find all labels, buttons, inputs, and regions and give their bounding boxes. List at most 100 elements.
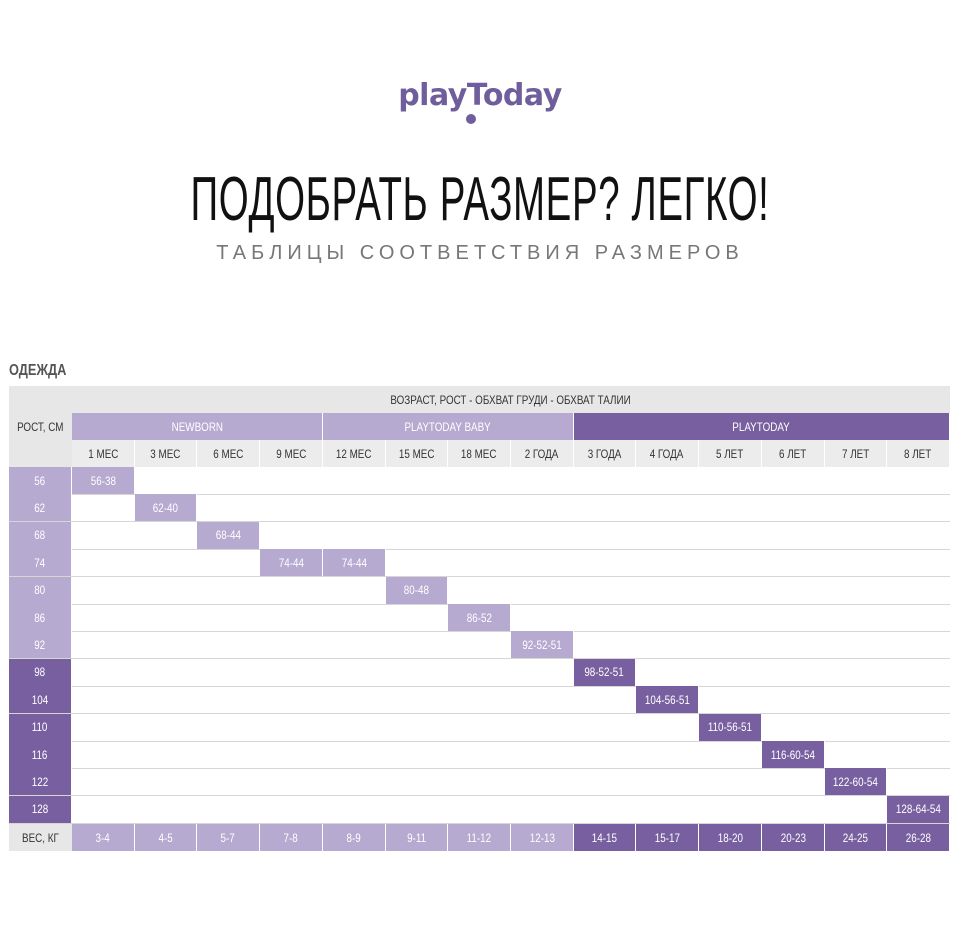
age-header-cell-text: 6 МЕС <box>212 446 244 461</box>
age-header-cell: 9 МЕС <box>260 440 323 467</box>
age-header-cell: 7 ЛЕТ <box>825 440 887 467</box>
top-header-text: ВОЗРАСТ, РОСТ - ОБХВАТ ГРУДИ - ОБХВАТ ТА… <box>390 392 632 407</box>
size-value-cell: 56-38 <box>72 467 135 494</box>
group-header-cell: PLAYTODAY <box>574 413 950 440</box>
weight-cell: 5-7 <box>197 824 260 851</box>
section-title: ОДЕЖДА <box>9 362 67 379</box>
top-header-cell: ВОЗРАСТ, РОСТ - ОБХВАТ ГРУДИ - ОБХВАТ ТА… <box>72 386 950 413</box>
size-value-cell-text: 128-64-54 <box>895 802 941 817</box>
weight-cell: 8-9 <box>323 824 386 851</box>
age-header-cell: 8 ЛЕТ <box>887 440 950 467</box>
height-cell-text: 110 <box>32 720 48 735</box>
height-cell: 56 <box>9 467 72 494</box>
group-header-cell: NEWBORN <box>72 413 323 440</box>
table-row: 56 56-38 <box>9 467 950 495</box>
weight-cell-text: 26-28 <box>905 830 931 845</box>
age-header-cell: 4 ГОДА <box>636 440 699 467</box>
height-cell-text: 116 <box>32 747 48 762</box>
height-cell-text: 104 <box>31 692 49 707</box>
table-row: 62 62-40 <box>9 494 950 523</box>
height-cell: 86 <box>9 604 72 631</box>
size-value-cell-text: 92-52-51 <box>522 637 562 652</box>
group-header-cell: PLAYTODAY BABY <box>323 413 574 440</box>
page-headline: ПОДОБРАТЬ РАЗМЕР? ЛЕГКО! <box>190 165 770 234</box>
height-cell-text: 74 <box>34 555 46 570</box>
height-label: РОСТ, СМ <box>17 419 64 434</box>
weight-cell: 7-8 <box>260 824 323 851</box>
age-header-cell-text: 8 ЛЕТ <box>904 446 932 461</box>
table-row: 128 128-64-54 <box>9 795 950 824</box>
height-cell-text: 86 <box>34 610 46 625</box>
age-header-cell-text: 3 МЕС <box>150 446 181 461</box>
size-value-cell: 74-44 <box>260 549 323 577</box>
height-cell: 110 <box>9 713 72 741</box>
weight-cell-text: 20-23 <box>780 830 806 845</box>
weight-cell: 15-17 <box>636 824 699 851</box>
size-value-cell-text: 56-38 <box>90 473 116 488</box>
table-top-header-row: РОСТ, СМ ВОЗРАСТ, РОСТ - ОБХВАТ ГРУДИ - … <box>9 386 950 467</box>
age-header-cell-text: 9 МЕС <box>275 446 307 461</box>
size-value-cell-text: 104-56-51 <box>644 692 690 707</box>
weight-cell-text: 4-5 <box>158 830 173 845</box>
size-value-cell-text: 116-60-54 <box>770 747 816 762</box>
height-cell: 80 <box>9 576 72 604</box>
size-value-cell: 74-44 <box>323 549 386 577</box>
age-header-cell-text: 6 ЛЕТ <box>779 446 807 461</box>
table-row: 122 122-60-54 <box>9 768 950 797</box>
size-value-cell-text: 62-40 <box>152 500 179 515</box>
age-header-cell: 18 МЕС <box>448 440 511 467</box>
size-value-cell: 116-60-54 <box>762 741 825 768</box>
age-header-cell-text: 18 МЕС <box>461 446 497 461</box>
size-value-cell-text: 68-44 <box>215 528 241 543</box>
table-row: 86 86-52 <box>9 604 950 632</box>
height-label-cell: РОСТ, СМ <box>9 386 72 467</box>
height-cell-text: 56 <box>34 473 46 488</box>
size-value-cell-text: 86-52 <box>466 610 492 625</box>
size-value-cell: 122-60-54 <box>825 768 887 796</box>
table-row: 80 80-48 <box>9 576 950 605</box>
table-row: 104 104-56-51 <box>9 686 950 715</box>
size-value-cell: 68-44 <box>197 521 260 549</box>
size-value-cell: 110-56-51 <box>699 713 762 741</box>
table-row: 92 92-52-51 <box>9 631 950 660</box>
weight-cell: 11-12 <box>448 824 511 851</box>
age-header-cell-text: 12 МЕС <box>336 446 372 461</box>
weight-label: ВЕС, КГ <box>22 830 59 845</box>
height-cell: 92 <box>9 631 72 659</box>
size-value-cell-text: 110-56-51 <box>707 720 753 735</box>
table-weight-row: ВЕС, КГ 3-4 4-5 5-7 7-8 8-9 9-11 11-12 12-13 14-… <box>9 824 950 851</box>
age-header-cell: 6 ЛЕТ <box>762 440 825 467</box>
weight-cell: 9-11 <box>386 824 448 851</box>
age-header-cell-text: 3 ГОДА <box>587 446 622 461</box>
table-group-row: NEWBORN PLAYTODAY BABY PLAYTODAY <box>9 413 950 440</box>
size-value-cell: 86-52 <box>448 604 511 631</box>
size-value-cell: 80-48 <box>386 576 448 604</box>
group-header-cell-text: PLAYTODAY <box>732 419 791 434</box>
table-row: 110 110-56-51 <box>9 713 950 742</box>
height-cell-text: 68 <box>34 528 46 543</box>
weight-cell: 12-13 <box>511 824 574 851</box>
table-row: 74 74-44 74-44 <box>9 549 950 578</box>
height-cell-text: 62 <box>34 500 46 515</box>
height-cell: 128 <box>9 795 72 823</box>
age-header-cell-text: 15 МЕС <box>398 446 435 461</box>
age-header-cell-text: 7 ЛЕТ <box>841 446 870 461</box>
weight-cell: 14-15 <box>574 824 636 851</box>
age-header-cell: 2 ГОДА <box>511 440 574 467</box>
age-header-cell: 15 МЕС <box>386 440 448 467</box>
weight-cell: 26-28 <box>887 824 950 851</box>
weight-cell-text: 8-9 <box>346 830 362 845</box>
size-value-cell: 92-52-51 <box>511 631 574 659</box>
brand-logo: playToday <box>398 78 562 113</box>
weight-cell-text: 11-12 <box>466 830 492 845</box>
group-header-cell-text: PLAYTODAY BABY <box>404 419 492 434</box>
size-value-cell-text: 98-52-51 <box>584 665 625 680</box>
weight-cell-text: 5-7 <box>220 830 236 845</box>
size-value-cell: 98-52-51 <box>574 658 636 686</box>
weight-cell: 24-25 <box>825 824 887 851</box>
logo-dot-icon <box>466 114 476 124</box>
age-header-cell-text: 1 МЕС <box>87 446 119 461</box>
age-header-cell-text: 2 ГОДА <box>525 446 559 461</box>
weight-cell-text: 7-8 <box>283 830 299 845</box>
height-cell-text: 92 <box>34 637 46 652</box>
